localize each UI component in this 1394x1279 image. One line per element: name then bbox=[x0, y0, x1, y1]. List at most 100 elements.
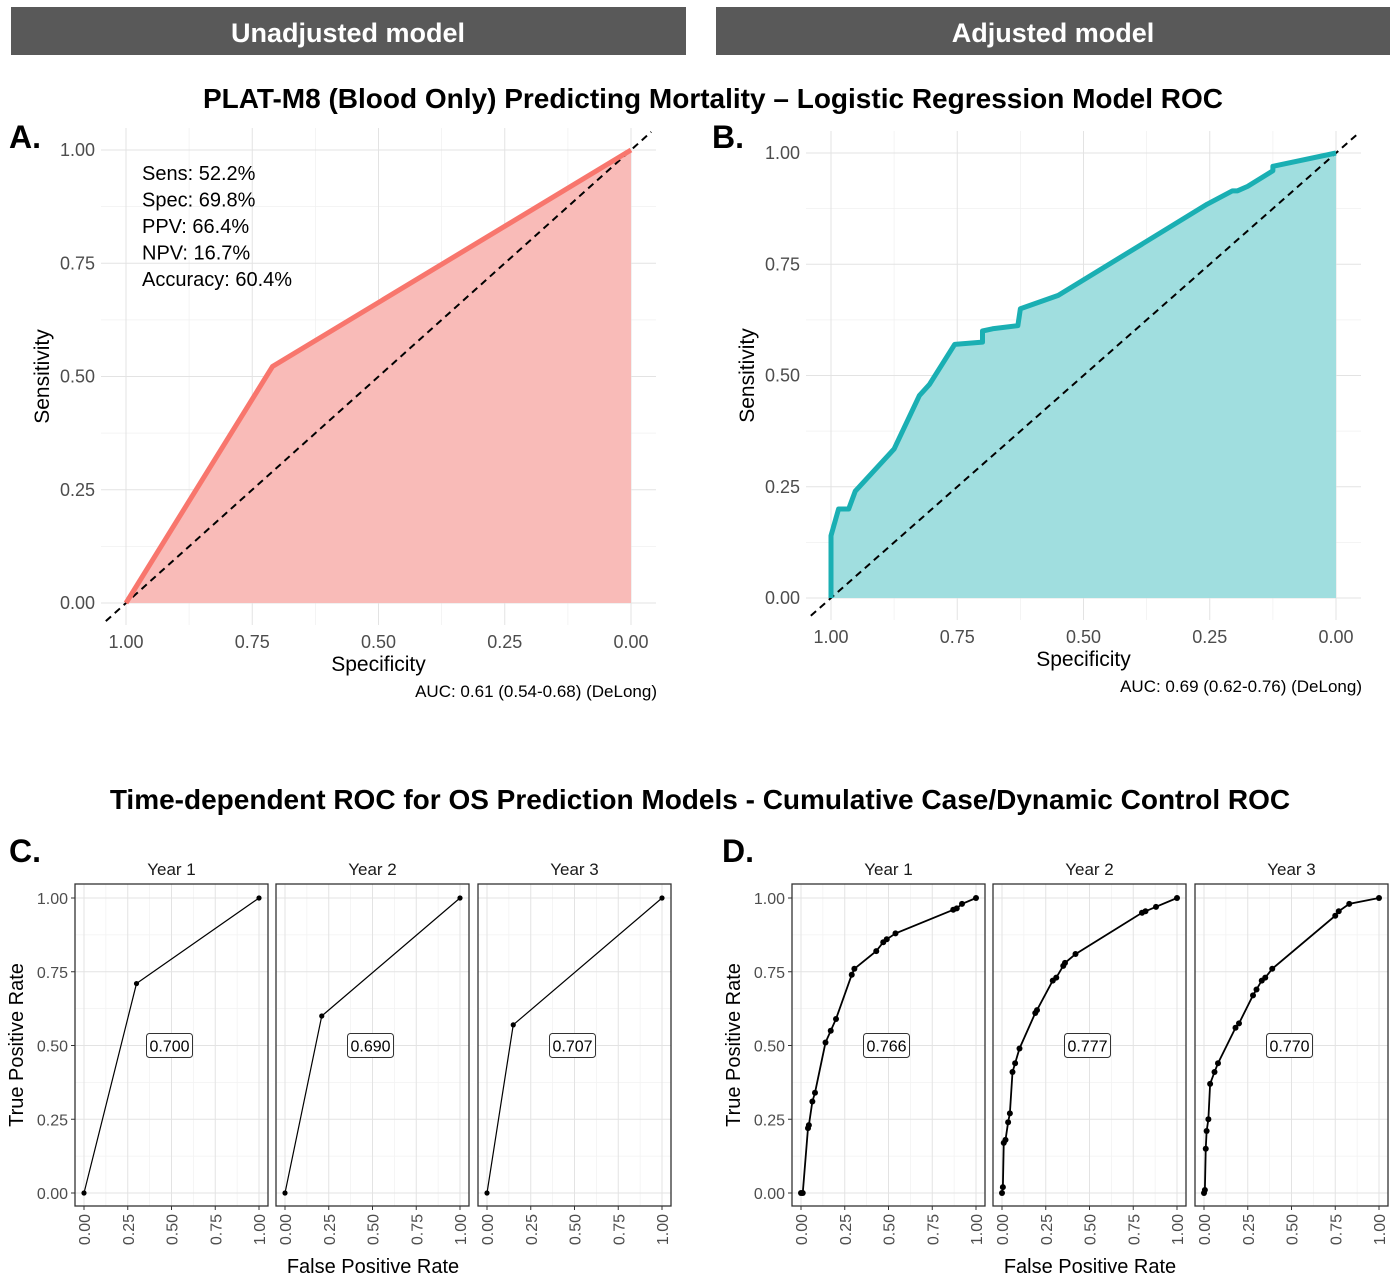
x-axis-title: False Positive Rate bbox=[287, 1256, 459, 1278]
facet-strip-label: Year 3 bbox=[1267, 860, 1316, 879]
roc-point bbox=[959, 900, 965, 907]
y-axis-title: True Positive Rate bbox=[6, 963, 28, 1127]
roc-point bbox=[1335, 908, 1342, 915]
roc-point bbox=[81, 1190, 87, 1196]
auc-label-box bbox=[146, 1033, 193, 1058]
roc-point bbox=[1215, 1060, 1221, 1067]
x-tick-label: 0.75 bbox=[611, 1214, 628, 1245]
x-tick-label: 1.00 bbox=[252, 1214, 269, 1245]
reference-diagonal bbox=[105, 131, 652, 622]
panel-d: D. Year 1 0.766 0.00 0.25 0.50 0.75 1.00 0.00 0.2… bbox=[722, 833, 1389, 1278]
x-tick-label: 0.25 bbox=[1039, 1214, 1056, 1245]
y-tick-label: 0.75 bbox=[765, 254, 800, 274]
panel-label: C. bbox=[9, 833, 41, 869]
x-tick-label: 0.50 bbox=[361, 632, 396, 652]
roc-point bbox=[1253, 986, 1260, 993]
y-tick-label: 0.25 bbox=[37, 1112, 68, 1129]
roc-point bbox=[1250, 992, 1256, 999]
y-tick-label: 0.75 bbox=[754, 965, 785, 982]
x-tick-label: 0.75 bbox=[235, 632, 270, 652]
roc-point bbox=[1269, 965, 1276, 972]
auc-label: 0.766 bbox=[866, 1039, 906, 1056]
x-tick-label: 0.00 bbox=[1318, 627, 1353, 647]
y-tick-label: 1.00 bbox=[765, 143, 800, 163]
y-tick-label: 1.00 bbox=[754, 891, 785, 908]
roc-point bbox=[484, 1190, 490, 1196]
facet-strip-label: Year 1 bbox=[864, 860, 913, 879]
y-tick-label: 0.00 bbox=[765, 588, 800, 608]
roc-point bbox=[1262, 974, 1269, 981]
x-tick-label: 0.50 bbox=[165, 1214, 182, 1245]
roc-point bbox=[1201, 1187, 1208, 1194]
roc-point bbox=[1376, 895, 1382, 901]
auc-caption: AUC: 0.69 (0.62-0.76) (DeLong) bbox=[1120, 677, 1362, 696]
auc-label-box bbox=[1266, 1033, 1313, 1058]
x-tick-label: 0.50 bbox=[1083, 1214, 1100, 1245]
y-tick-label: 0.50 bbox=[60, 367, 95, 387]
x-tick-label: 1.00 bbox=[969, 1214, 986, 1245]
roc-point bbox=[1005, 1119, 1012, 1126]
roc-point bbox=[1002, 1136, 1009, 1143]
x-tick-label: 0.50 bbox=[882, 1214, 899, 1245]
roc-point bbox=[457, 895, 463, 901]
x-tick-label: 0.25 bbox=[121, 1214, 138, 1245]
reference-diagonal bbox=[810, 134, 1357, 617]
x-tick-label: 1.00 bbox=[1372, 1214, 1389, 1245]
roc-point bbox=[133, 980, 140, 987]
roc-point bbox=[1072, 951, 1079, 958]
roc-point bbox=[319, 1013, 325, 1019]
roc-point bbox=[1174, 895, 1180, 901]
x-tick-label: 1.00 bbox=[655, 1214, 672, 1245]
panel-b: B. 0.00 0.25 0.50 0.75 1.00 1.00 0.75 0.50 0.25 0.… bbox=[712, 119, 1362, 696]
x-tick-label: 0.75 bbox=[409, 1214, 426, 1245]
x-tick-label: 1.00 bbox=[453, 1214, 470, 1245]
auc-label-box bbox=[347, 1033, 394, 1058]
roc-point bbox=[822, 1039, 829, 1046]
roc-point bbox=[256, 895, 262, 901]
roc-point bbox=[1205, 1116, 1212, 1123]
x-tick-label: 1.00 bbox=[813, 627, 848, 647]
metric-annotation: Accuracy: 60.4% bbox=[142, 269, 292, 291]
metric-annotation: PPV: 66.4% bbox=[142, 216, 249, 238]
roc-point bbox=[827, 1027, 834, 1034]
x-tick-label: 0.75 bbox=[925, 1214, 942, 1245]
roc-point bbox=[1006, 1110, 1013, 1117]
y-tick-label: 0.50 bbox=[37, 1039, 68, 1056]
roc-point bbox=[1346, 900, 1353, 907]
roc-point bbox=[1053, 974, 1060, 981]
y-tick-label: 0.00 bbox=[60, 593, 95, 613]
roc-point bbox=[812, 1089, 818, 1096]
x-tick-label: 0.00 bbox=[278, 1214, 295, 1245]
auc-label: 0.707 bbox=[552, 1039, 592, 1056]
auc-label-box bbox=[1064, 1033, 1111, 1058]
x-tick-label: 0.25 bbox=[322, 1214, 339, 1245]
roc-point bbox=[1236, 1020, 1242, 1027]
metric-annotation: Sens: 52.2% bbox=[142, 163, 256, 185]
auc-label-box bbox=[549, 1033, 596, 1058]
roc-point bbox=[1016, 1045, 1023, 1052]
roc-point bbox=[883, 936, 890, 943]
x-axis-title: Specificity bbox=[331, 653, 426, 676]
x-tick-label: 0.00 bbox=[77, 1214, 94, 1245]
header-left-title: Unadjusted model bbox=[231, 18, 465, 48]
x-tick-label: 0.25 bbox=[838, 1214, 855, 1245]
x-tick-label: 0.75 bbox=[1126, 1214, 1143, 1245]
roc-point bbox=[1203, 1128, 1210, 1135]
y-tick-label: 0.25 bbox=[60, 480, 95, 500]
header-right-title: Adjusted model bbox=[952, 18, 1155, 48]
roc-point bbox=[848, 971, 855, 978]
x-tick-label: 0.25 bbox=[524, 1214, 541, 1245]
roc-point bbox=[999, 1184, 1006, 1191]
x-tick-label: 0.00 bbox=[1197, 1214, 1214, 1245]
x-tick-label: 0.25 bbox=[1241, 1214, 1258, 1245]
roc-point bbox=[1211, 1069, 1218, 1076]
roc-point bbox=[809, 1098, 816, 1105]
roc-point bbox=[1232, 1024, 1239, 1031]
x-tick-label: 0.75 bbox=[940, 627, 975, 647]
roc-point bbox=[1034, 1007, 1040, 1014]
y-tick-label: 0.25 bbox=[754, 1112, 785, 1129]
x-tick-label: 0.50 bbox=[568, 1214, 585, 1245]
y-tick-label: 0.50 bbox=[754, 1039, 785, 1056]
facet-strip-label: Year 3 bbox=[550, 860, 599, 879]
x-tick-label: 1.00 bbox=[1170, 1214, 1187, 1245]
